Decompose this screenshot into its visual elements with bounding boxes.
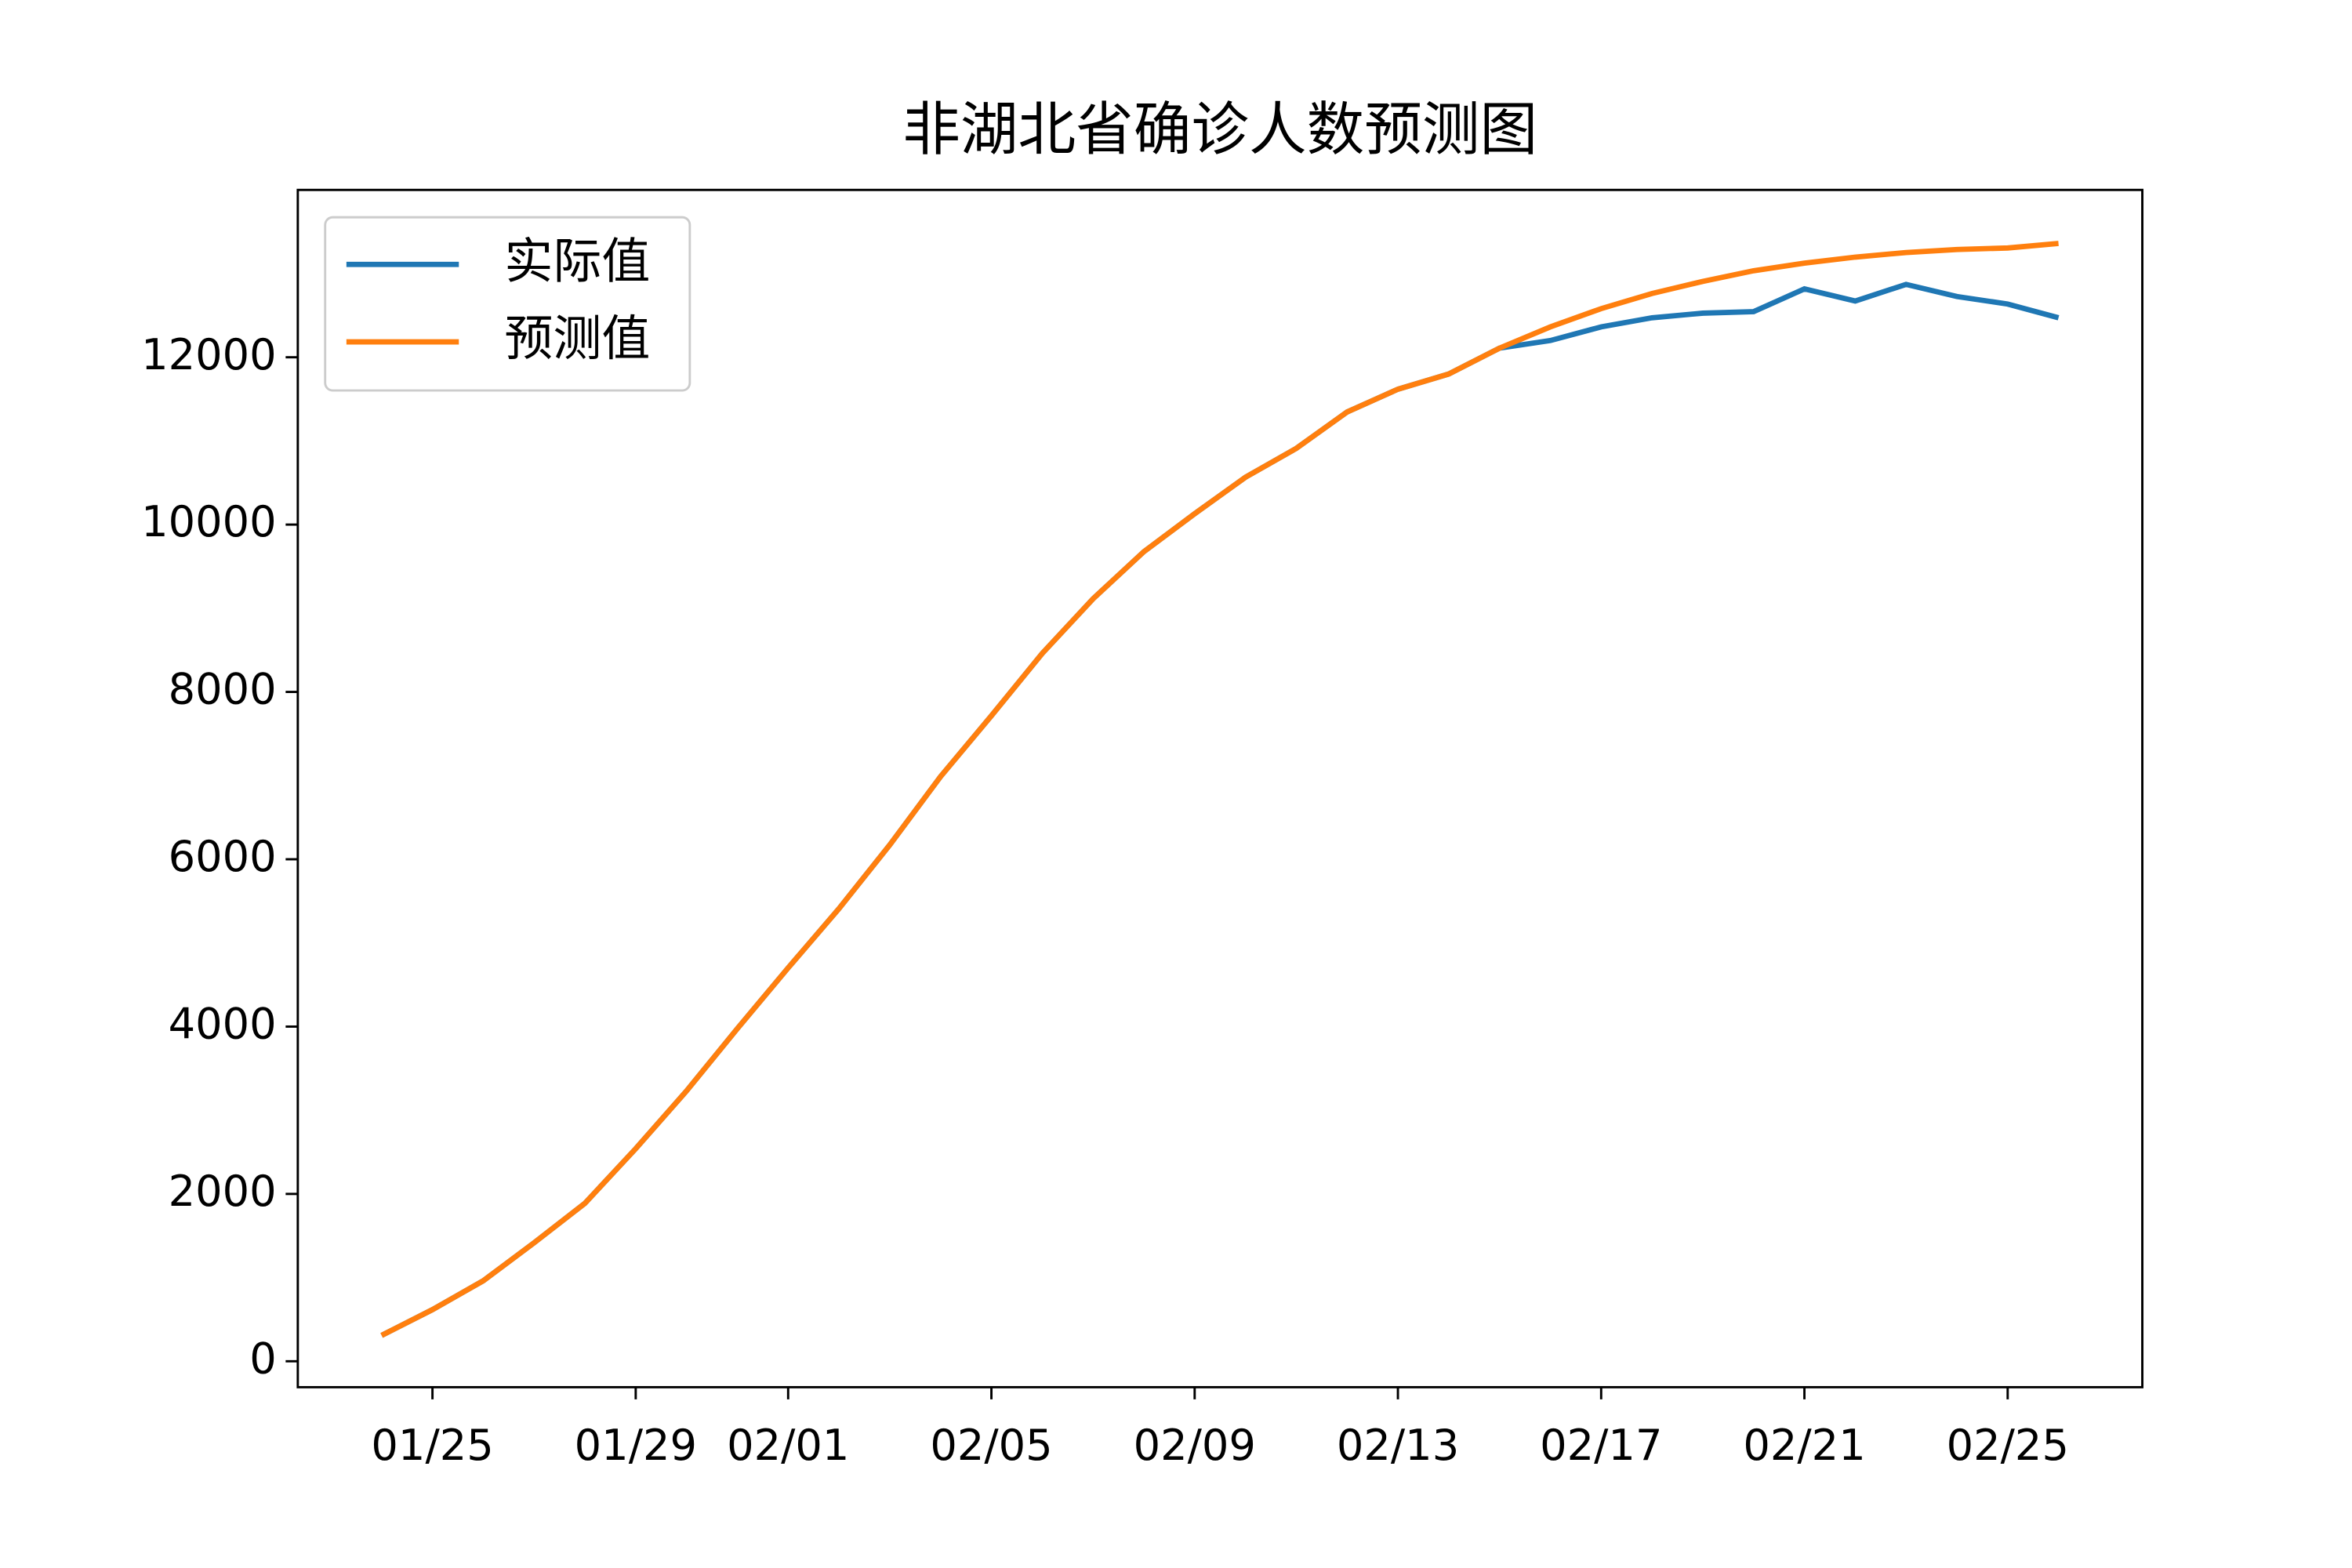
y-tick-label: 4000 — [169, 1000, 277, 1049]
data-line — [380, 281, 2060, 1338]
y-tick-label: 8000 — [169, 665, 277, 714]
x-tick-label: 02/01 — [727, 1421, 849, 1470]
y-tick-label: 6000 — [169, 832, 277, 881]
y-tick-label: 10000 — [141, 497, 277, 546]
chart-title: 非湖北省确诊人数预测图 — [902, 97, 1537, 164]
x-tick-label: 01/25 — [371, 1421, 493, 1470]
x-tick-label: 02/17 — [1540, 1421, 1662, 1470]
plot-frame — [296, 188, 2144, 1388]
x-tick-label: 01/29 — [575, 1421, 697, 1470]
legend-label: 预测值 — [504, 310, 650, 367]
y-tick-label: 12000 — [141, 330, 277, 379]
x-tick-label: 02/05 — [930, 1421, 1052, 1470]
x-tick-label: 02/13 — [1337, 1421, 1459, 1470]
legend-box — [324, 216, 691, 392]
x-tick-label: 02/09 — [1134, 1421, 1256, 1470]
data-line — [380, 241, 2059, 1338]
y-tick-label: 0 — [249, 1334, 277, 1383]
x-tick-label: 02/25 — [1947, 1421, 2069, 1470]
y-tick-label: 2000 — [169, 1167, 277, 1216]
x-tick-label: 02/21 — [1743, 1421, 1865, 1470]
legend-label: 实际值 — [504, 232, 650, 289]
